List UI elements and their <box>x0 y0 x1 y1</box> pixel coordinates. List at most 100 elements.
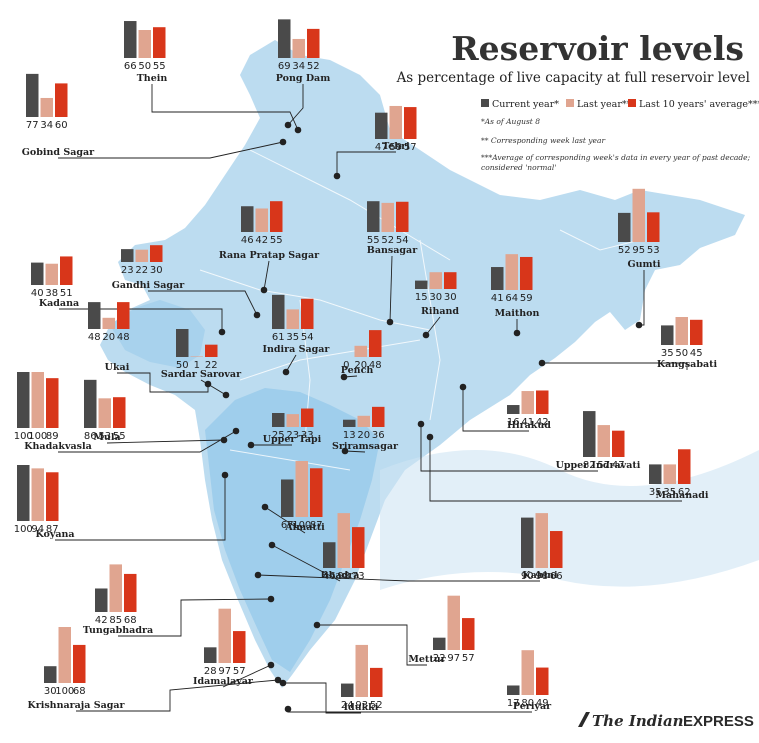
reservoir-name-idukki: Idukki <box>344 702 379 713</box>
value-label-upper-tapi-last-year: 23 <box>286 430 299 441</box>
value-label-rihand-average: 30 <box>444 292 457 303</box>
leader-line-idamalayar <box>222 664 272 688</box>
location-dot-gobind-sagar <box>279 138 287 146</box>
value-label-pong-dam-average: 52 <box>307 61 320 72</box>
value-label-gobind-sagar-average: 60 <box>55 120 68 131</box>
reservoir-name-ukai: Ukai <box>105 362 130 373</box>
bar-rana-pratap-sagar-current <box>241 206 254 232</box>
leader-line-gandhi-sagar <box>148 290 258 316</box>
value-label-bansagar-current: 55 <box>367 235 380 246</box>
value-label-periyar-current: 17 <box>507 698 520 709</box>
value-label-gobind-sagar-current: 77 <box>26 120 39 131</box>
brand-logo: The Indian EXPRESS <box>578 712 754 730</box>
leader-line-krishnaraja-sagar <box>76 679 279 712</box>
bar-idamalayar-last-year <box>218 608 231 663</box>
reservoir-gandhi-sagar: 23 22 30 Gandhi Sagar <box>112 245 185 291</box>
map-peninsula-shade <box>205 388 380 672</box>
bar-sardar-sarovar-current <box>176 329 189 357</box>
bar-upper-indravati-average <box>612 430 625 457</box>
bar-khadakvasla-last-year <box>31 372 44 428</box>
reservoir-name-idamalayar: Idamalayar <box>193 676 254 687</box>
bar-almatti-current <box>281 479 294 517</box>
value-label-mula-last-year: 53 <box>98 431 111 442</box>
note-1: *As of August 8 <box>481 117 540 126</box>
bar-indira-sagar-current <box>272 294 285 329</box>
value-label-bansagar-last-year: 52 <box>381 235 394 246</box>
bar-idamalayar-average <box>233 631 246 663</box>
bar-krishnaraja-sagar-current <box>44 666 57 683</box>
value-label-ukai-last-year: 20 <box>102 332 115 343</box>
value-label-maithon-current: 41 <box>491 293 504 304</box>
value-label-mula-current: 86 <box>84 431 97 442</box>
reservoir-name-sriramsagar: Sriramsagar <box>332 441 399 452</box>
footnotes: *As of August 8 ** Corresponding week la… <box>481 117 751 172</box>
leader-line-periyar <box>287 709 532 713</box>
bar-bhadra-average <box>352 527 365 568</box>
reservoir-rana-pratap-sagar: 46 42 55 Rana Pratap Sagar <box>219 201 320 261</box>
leader-line-almatti <box>264 506 306 534</box>
leader-line-bansagar <box>389 255 393 323</box>
bar-rana-pratap-sagar-last-year <box>255 208 268 232</box>
bar-upper-tapi-average <box>301 408 314 427</box>
leader-line-rihand <box>425 316 441 336</box>
value-label-mettur-current: 22 <box>433 653 446 664</box>
value-label-mahanadi-current: 35 <box>649 487 662 498</box>
value-label-khadakvasla-current: 100 <box>14 431 33 442</box>
value-label-koyana-current: 100 <box>14 524 33 535</box>
bar-hirakud-current <box>507 405 520 414</box>
location-dot-bhadra <box>268 541 276 549</box>
leader-line-ukai <box>117 372 209 393</box>
leader-line-rana-pratap-sagar <box>263 260 270 291</box>
bar-upper-tapi-current <box>272 413 285 427</box>
value-label-rana-pratap-sagar-last-year: 42 <box>255 235 268 246</box>
value-label-kangsabati-average: 45 <box>690 348 703 359</box>
location-dot-almatti <box>261 503 269 511</box>
bar-koyana-average <box>46 472 59 521</box>
reservoir-name-gumti: Gumti <box>627 259 660 270</box>
location-dot-krishnaraja-sagar <box>274 676 282 684</box>
value-label-pench-current: 0 <box>343 360 349 371</box>
location-dot-rana-pratap-sagar <box>260 286 268 294</box>
bar-indira-sagar-last-year <box>286 309 299 329</box>
bar-pong-dam-last-year <box>292 38 305 58</box>
leader-line-thein <box>151 84 299 131</box>
bar-hirakud-average <box>536 390 549 414</box>
value-label-thein-current: 66 <box>124 61 137 72</box>
bar-gumti-last-year <box>632 188 645 242</box>
reservoir-name-bhadra: Bhadra <box>321 570 360 581</box>
reservoir-name-kabini: Kabini <box>522 570 558 581</box>
leader-line-kabini <box>257 574 540 582</box>
bar-kabini-average <box>550 531 563 568</box>
location-dot-idamalayar <box>267 661 275 669</box>
value-label-upper-indravati-last-year: 57 <box>597 460 610 471</box>
value-label-bhadra-last-year: 98 <box>337 571 350 582</box>
bar-bhadra-current <box>323 542 336 568</box>
bar-idamalayar-current <box>204 647 217 663</box>
location-dot-gandhi-sagar <box>253 311 261 319</box>
value-label-rihand-current: 15 <box>415 292 428 303</box>
value-label-kabini-last-year: 98 <box>535 571 548 582</box>
reservoir-name-sardar-sarovar: Sardar Sarovar <box>161 369 242 380</box>
bar-gobind-sagar-last-year <box>40 97 53 117</box>
value-label-almatti-last-year: 100 <box>292 520 311 531</box>
legend-label-current: Current year* <box>492 99 559 110</box>
value-label-bhadra-current: 46 <box>323 571 336 582</box>
bar-kadana-current <box>31 262 44 285</box>
reservoir-name-gandhi-sagar: Gandhi Sagar <box>112 280 185 291</box>
location-dot-kangsabati <box>538 359 546 367</box>
legend-swatch-current <box>481 99 489 107</box>
reservoir-name-mahanadi: Mahanadi <box>655 490 708 501</box>
value-label-idamalayar-last-year: 97 <box>218 666 231 677</box>
reservoir-name-indira-sagar: Indira Sagar <box>263 344 331 355</box>
reservoir-name-kadana: Kadana <box>39 298 79 309</box>
reservoir-name-tungabhadra: Tungabhadra <box>83 625 153 636</box>
location-dot-kabini <box>254 571 262 579</box>
leader-line-mettur <box>317 624 427 666</box>
bar-maithon-current <box>491 267 504 290</box>
